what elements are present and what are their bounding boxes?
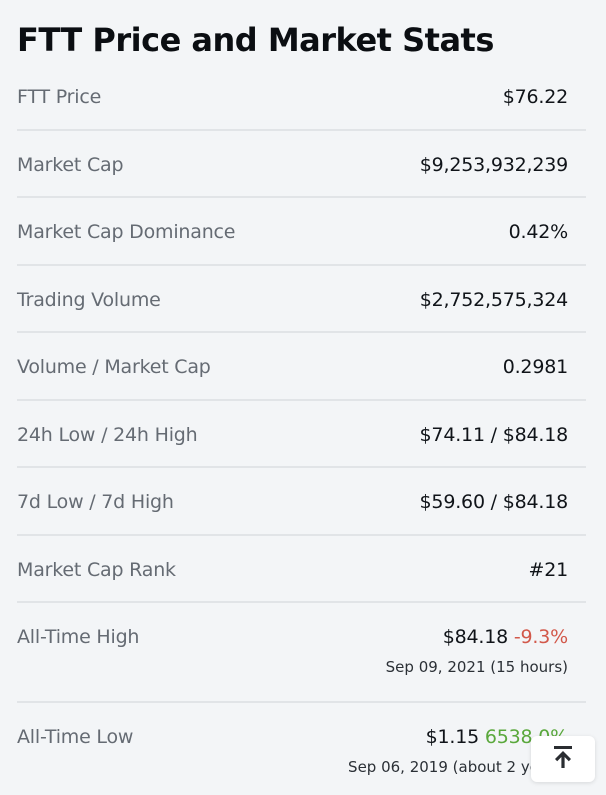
stat-label: All-Time High <box>17 626 140 648</box>
stats-table: FTT Price $76.22 Market Cap $9,253,932,2… <box>17 63 586 795</box>
ath-date: Sep 09, 2021 (15 hours) <box>385 658 568 676</box>
stat-value: 0.2981 <box>502 356 568 378</box>
stat-label: 7d Low / 7d High <box>17 491 174 513</box>
stat-label: Volume / Market Cap <box>17 356 211 378</box>
ath-change-percent: -9.3% <box>513 626 568 648</box>
stat-row-rank: Market Cap Rank #21 <box>17 536 586 603</box>
atl-date: Sep 06, 2019 (about 2 years) <box>348 758 568 776</box>
stat-value: $74.11 / $84.18 <box>419 423 569 446</box>
stat-label: Market Cap Dominance <box>17 221 236 243</box>
page-title: FTT Price and Market Stats <box>17 21 494 59</box>
stat-value: $1.15 <box>425 726 480 748</box>
stat-label: 24h Low / 24h High <box>17 423 198 446</box>
stat-value: $59.60 / $84.18 <box>419 491 569 513</box>
stat-row-all-time-high: All-Time High $84.18 -9.3% Sep 09, 2021 … <box>17 603 586 703</box>
stat-row-7d-range: 7d Low / 7d High $59.60 / $84.18 <box>17 468 586 536</box>
stat-row-all-time-low: All-Time Low $1.15 6538.0% Sep 06, 2019 … <box>17 703 586 795</box>
stat-row-trading-volume: Trading Volume $2,752,575,324 <box>17 266 586 333</box>
stat-label: Market Cap <box>17 153 124 176</box>
stat-value: $2,752,575,324 <box>419 288 568 311</box>
scroll-to-top-button[interactable] <box>531 736 595 782</box>
stat-value: 0.42% <box>508 221 569 243</box>
stat-row-volume-market-cap: Volume / Market Cap 0.2981 <box>17 333 586 401</box>
stat-label: FTT Price <box>17 86 102 108</box>
stat-label: Trading Volume <box>17 288 161 311</box>
stat-value: #21 <box>528 558 569 581</box>
stat-value: $76.22 <box>502 86 568 108</box>
stat-row-24h-range: 24h Low / 24h High $74.11 / $84.18 <box>17 401 586 468</box>
stat-label: Market Cap Rank <box>17 558 176 581</box>
stat-value: $9,253,932,239 <box>419 153 568 176</box>
arrow-up-to-top-icon <box>552 745 574 773</box>
stat-row-market-cap: Market Cap $9,253,932,239 <box>17 131 586 198</box>
stat-label: All-Time Low <box>17 726 134 748</box>
stat-value: $84.18 <box>442 626 509 648</box>
stat-row-price: FTT Price $76.22 <box>17 63 586 131</box>
stat-row-dominance: Market Cap Dominance 0.42% <box>17 198 586 266</box>
